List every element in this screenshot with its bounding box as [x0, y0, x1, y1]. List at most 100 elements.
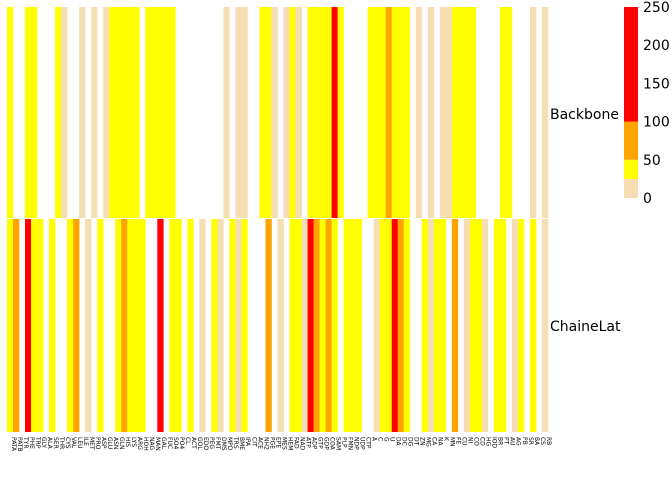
column-label-38: BME [238, 437, 245, 450]
column-label-16: GLU [106, 437, 113, 449]
column-label-57: NDP [352, 437, 359, 450]
column-label-85: PB [521, 437, 528, 445]
heatmap-cell-backbone-20 [127, 7, 134, 218]
heatmap-cell-backbone-65 [397, 7, 405, 218]
heatmap-cell-backbone-54 [331, 7, 338, 218]
column-label-81: BR [497, 437, 504, 445]
legend-tick-label-0: 0 [643, 191, 652, 207]
heatmap-cell-backbone-17 [109, 7, 116, 218]
column-label-71: NA [437, 437, 444, 446]
column-label-33: PEG [208, 437, 215, 449]
heatmap-cell-chainelat-7 [49, 219, 56, 432]
column-label-55: PLP [340, 437, 347, 448]
heatmap-cell-chainelat-69 [421, 219, 429, 432]
heatmap-cell-backbone-68 [415, 7, 423, 218]
heatmap-cell-chainelat-3 [25, 219, 32, 432]
heatmap-cell-chainelat-65 [397, 219, 405, 432]
column-label-86: SR [527, 437, 534, 445]
column-label-51: GTP [316, 437, 323, 449]
row-label-backbone: Backbone [550, 107, 619, 123]
heatmap-cell-chainelat-22 [139, 219, 146, 432]
heatmap-cell-backbone-19 [121, 7, 128, 218]
heatmap-cell-chainelat-85 [517, 219, 525, 432]
column-label-4: TRP [34, 436, 41, 449]
legend-swatch-2 [624, 121, 638, 160]
column-label-30: ACT [190, 437, 197, 449]
heatmap-cell-backbone-44 [271, 7, 278, 218]
heatmap-cell-chainelat-38 [235, 219, 242, 432]
heatmap-cell-chainelat-62 [379, 219, 386, 432]
column-label-24: MAN [154, 437, 161, 451]
heatmap-cell-chainelat-4 [31, 219, 38, 432]
heatmap-cell-backbone-9 [61, 7, 68, 218]
column-label-17: ASN [112, 437, 119, 449]
column-label-62: G [383, 437, 390, 442]
legend-tick-label-150: 150 [643, 76, 670, 92]
column-label-58: UDP [358, 437, 365, 450]
column-label-88: CS [539, 437, 546, 445]
column-label-22: HOH [142, 437, 149, 451]
column-label-75: CU [461, 437, 468, 446]
column-label-1: PATB [16, 437, 23, 452]
heatmap-cell-backbone-39 [241, 7, 248, 218]
column-label-46: HEM [286, 437, 293, 450]
column-label-50: ADP [310, 437, 317, 450]
heatmap-cell-chainelat-5 [37, 219, 44, 432]
column-label-67: DT [413, 437, 420, 446]
column-label-20: LYS [130, 437, 137, 447]
column-label-26: FUC [166, 437, 173, 449]
heatmap-cell-chainelat-27 [169, 219, 176, 432]
heatmap-cell-backbone-4 [31, 7, 38, 218]
heatmap-cell-chainelat-0 [7, 219, 14, 432]
heatmap-cell-backbone-21 [133, 7, 140, 218]
heatmap-cell-backbone-66 [403, 7, 411, 218]
heatmap-cell-chainelat-19 [121, 219, 128, 432]
column-label-72: K [443, 437, 450, 442]
heatmap-cell-chainelat-10 [67, 219, 74, 432]
column-label-41: ACE [256, 437, 263, 449]
heatmap-cell-backbone-63 [385, 7, 393, 218]
column-label-34: FMT [214, 437, 221, 450]
heatmap-cell-backbone-26 [163, 7, 170, 218]
heatmap-cell-chainelat-11 [73, 219, 80, 432]
column-label-61: C [376, 437, 383, 441]
heatmap-cell-backbone-43 [265, 7, 272, 218]
heatmap-cell-chainelat-77 [469, 219, 477, 432]
heatmap-cell-backbone-87 [529, 7, 537, 218]
heatmap-cell-backbone-51 [313, 7, 320, 218]
column-label-48: NAD [298, 437, 305, 451]
heatmap-cell-backbone-12 [79, 7, 86, 218]
column-label-70: CA [431, 437, 438, 446]
heatmap-cell-chainelat-48 [295, 219, 302, 432]
heatmap-cell-chainelat-57 [349, 219, 356, 432]
heatmap-cell-chainelat-79 [481, 219, 489, 432]
heatmap-cell-chainelat-87 [529, 219, 537, 432]
heatmap-cell-chainelat-13 [85, 219, 92, 432]
legend-tick-label-200: 200 [643, 38, 670, 54]
column-label-21: ARG [136, 437, 143, 450]
column-label-87: BA [533, 437, 540, 446]
heatmap-cell-chainelat-82 [499, 219, 507, 432]
column-label-54: SAM [334, 437, 341, 450]
column-label-19: HIS [124, 437, 131, 447]
column-label-68: ZN [419, 437, 426, 446]
heatmap-cell-backbone-82 [499, 7, 507, 218]
heatmap-cell-chainelat-15 [97, 219, 104, 432]
legend-tick-label-250: 250 [643, 0, 670, 16]
heatmap-cell-chainelat-32 [199, 219, 206, 432]
heatmap-cell-backbone-46 [283, 7, 290, 218]
heatmap-cell-backbone-60 [367, 7, 374, 218]
heatmap-cell-chainelat-30 [187, 219, 194, 432]
heatmap-cell-backbone-14 [91, 7, 98, 218]
heatmap-cell-backbone-3 [25, 7, 32, 218]
heatmap-cell-backbone-0 [7, 7, 14, 218]
heatmap-cell-backbone-8 [55, 7, 62, 218]
column-label-40: CIT [250, 437, 257, 447]
heatmap-cell-backbone-23 [145, 7, 152, 218]
column-label-83: AU [509, 437, 516, 445]
column-label-39: IPA [244, 437, 251, 447]
heatmap-cell-backbone-83 [505, 7, 513, 218]
heatmap-cell-chainelat-78 [475, 219, 483, 432]
heatmap-cell-backbone-73 [445, 7, 453, 218]
column-label-52: GDP [322, 437, 329, 450]
